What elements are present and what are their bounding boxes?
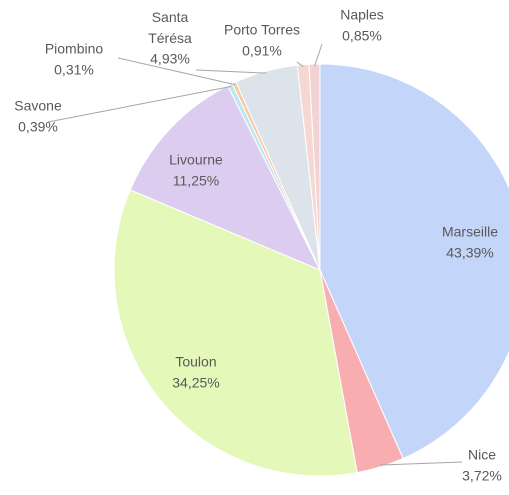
value-label: 0,31% bbox=[54, 62, 94, 78]
value-label: 0,85% bbox=[342, 28, 382, 44]
value-label: 0,39% bbox=[18, 119, 58, 135]
value-label: 3,72% bbox=[462, 468, 502, 484]
value-label: 4,93% bbox=[150, 51, 190, 67]
pie-slice bbox=[308, 63, 321, 271]
category-label: Savone bbox=[14, 98, 62, 114]
leader-line bbox=[314, 43, 323, 67]
value-label: 43,39% bbox=[446, 245, 493, 261]
leader-line bbox=[47, 86, 231, 123]
category-label: Livourne bbox=[169, 152, 223, 168]
category-label: Piombino bbox=[45, 41, 104, 57]
value-label: 34,25% bbox=[172, 375, 219, 391]
pie-slice bbox=[113, 189, 358, 477]
category-label: Porto Torres bbox=[224, 22, 300, 38]
category-label: Toulon bbox=[175, 354, 216, 370]
value-label: 11,25% bbox=[173, 173, 219, 189]
category-label: Nice bbox=[468, 447, 496, 463]
pie-slice bbox=[319, 63, 509, 460]
category-label: Naples bbox=[340, 7, 384, 23]
leader-line bbox=[195, 69, 267, 74]
category-label: Marseille bbox=[442, 224, 498, 240]
leader-line bbox=[117, 57, 236, 86]
category-label: Santa Térésa bbox=[148, 9, 192, 46]
leader-line bbox=[296, 61, 304, 68]
leader-line bbox=[379, 461, 463, 466]
pie-slice bbox=[129, 85, 322, 271]
value-label: 0,91% bbox=[242, 43, 282, 59]
